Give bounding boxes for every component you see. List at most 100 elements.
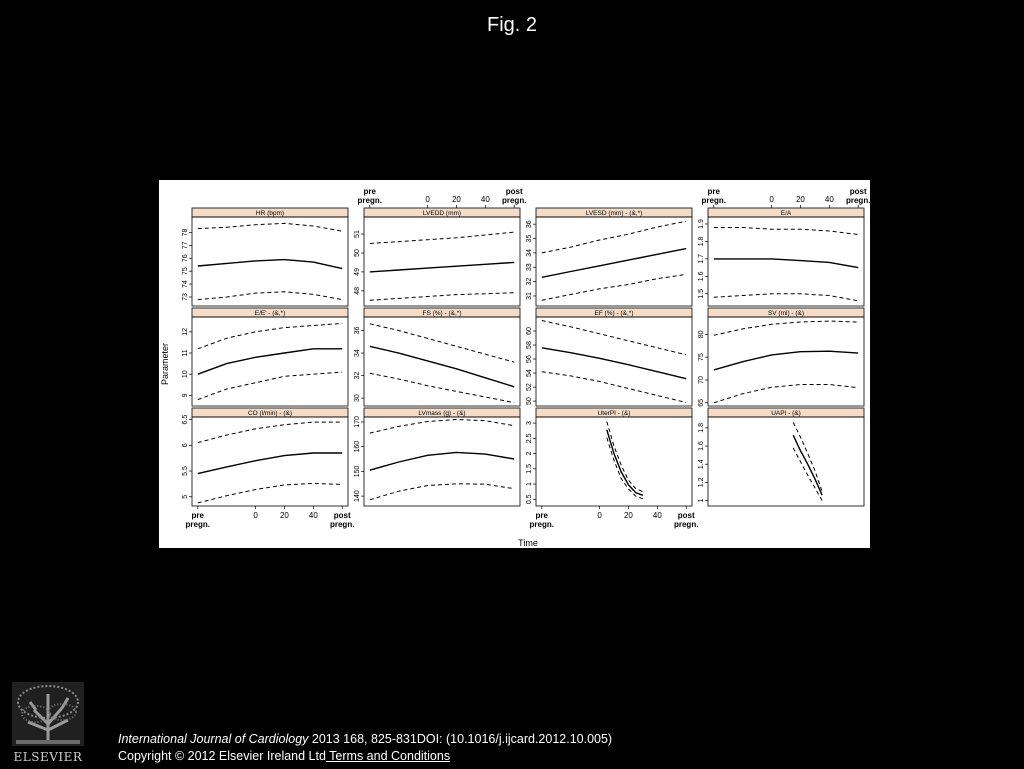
x-tick-label: pre: [364, 187, 377, 196]
x-tick-label: 20: [624, 511, 633, 520]
panel-7-frame: [535, 316, 693, 407]
mean-line: [713, 258, 859, 269]
x-tick-label-line2: pregn.: [530, 520, 554, 529]
terms-link[interactable]: Terms and Conditions: [325, 749, 451, 763]
y-tick-label: 6.5: [182, 415, 189, 425]
panel-4-frame: [707, 216, 865, 307]
panel-3-frame: [535, 216, 693, 307]
x-tick-label: 0: [253, 511, 258, 520]
citation-details: 2013 168, 825-831DOI: (10.1016/j.ijcard.…: [308, 732, 613, 746]
mean-line: [541, 247, 687, 278]
ci-line: [541, 220, 687, 254]
x-tick-label: 20: [452, 195, 461, 204]
y-tick-label: 30: [354, 394, 361, 402]
mean-line: [197, 258, 343, 270]
ci-line: [792, 422, 823, 492]
x-axis-title: Time: [518, 538, 538, 548]
y-tick-label: 60: [526, 327, 533, 335]
panel-title: LVmass (g) - (&): [418, 410, 465, 417]
ci-line: [369, 483, 515, 501]
x-tick-label-line2: pregn.: [186, 520, 210, 529]
y-tick-label: 52: [526, 383, 533, 391]
copyright-line: Copyright © 2012 Elsevier Ireland Ltd Te…: [118, 748, 612, 765]
panel-1-frame: [191, 216, 349, 307]
ci-line: [606, 421, 644, 493]
x-tick-label: 20: [796, 195, 805, 204]
x-tick-label: 40: [309, 511, 318, 520]
panel-6-frame: [363, 316, 521, 407]
y-tick-label: 2: [526, 452, 533, 456]
x-tick-label: 40: [825, 195, 834, 204]
y-tick-label: 12: [182, 328, 189, 336]
x-tick-label-line2: pregn.: [674, 520, 698, 529]
y-tick-label: 54: [526, 369, 533, 377]
panel-2-frame: [363, 216, 521, 307]
mean-line: [369, 261, 515, 273]
ci-line: [541, 273, 687, 301]
y-tick-label: 1: [526, 482, 533, 486]
x-tick-label: pre: [536, 511, 549, 520]
y-tick-label: 1.7: [698, 254, 705, 264]
x-tick-label-line2: pregn.: [358, 196, 382, 205]
y-tick-label: 2.5: [526, 433, 533, 443]
panel-title: CO (l/min) - (&): [248, 410, 292, 417]
x-tick-label: 40: [481, 195, 490, 204]
panel-title: LVEDD (mm): [423, 210, 461, 217]
ci-line: [541, 371, 687, 403]
y-tick-label: 36: [354, 327, 361, 335]
y-tick-label: 58: [526, 341, 533, 349]
y-tick-label: 31: [526, 292, 533, 300]
panel-title: E/E' - (&,*): [255, 310, 286, 317]
logo-wordmark: ELSEVIER: [14, 750, 83, 764]
y-tick-label: 10: [182, 370, 189, 378]
ci-line: [369, 323, 515, 363]
y-tick-label: 140: [354, 490, 361, 502]
panel-9-frame: [191, 416, 349, 507]
panel-5-frame: [191, 316, 349, 407]
ci-line: [197, 421, 343, 444]
ci-line: [369, 231, 515, 244]
panel-title: SV (ml) - (&): [768, 310, 804, 317]
ci-line: [369, 418, 515, 434]
mean-line: [197, 348, 343, 375]
y-tick-label: 11: [182, 349, 189, 356]
ci-line: [713, 293, 859, 302]
x-tick-label: 0: [769, 195, 774, 204]
ci-line: [197, 482, 343, 504]
y-tick-label: 33: [526, 263, 533, 271]
y-tick-label: 75: [182, 267, 189, 275]
x-tick-label: pre: [192, 511, 205, 520]
y-tick-label: 70: [698, 376, 705, 384]
x-tick-label: post: [506, 187, 523, 196]
ci-line: [713, 384, 859, 404]
mean-line: [541, 347, 687, 380]
y-axis-title: Parameter: [160, 343, 170, 385]
x-tick-label: 20: [280, 511, 289, 520]
y-tick-label: 73: [182, 293, 189, 301]
figure-panel: HR (bpm) 73 74 75 76 77 78 LVEDD (mm) 48 49 50 51 LV…: [159, 180, 870, 548]
journal-name: International Journal of Cardiology: [118, 732, 309, 746]
y-tick-label: 1.6: [698, 271, 705, 281]
y-tick-label: 32: [354, 372, 361, 380]
y-tick-label: 1.5: [698, 289, 705, 299]
y-tick-label: 1.5: [526, 464, 533, 474]
x-tick-label-line2: pregn.: [702, 196, 726, 205]
mean-line: [369, 345, 515, 388]
y-tick-label: 0.5: [526, 494, 533, 504]
y-tick-label: 78: [182, 228, 189, 236]
y-tick-label: 48: [354, 287, 361, 295]
ci-line: [369, 292, 515, 301]
citation-line: International Journal of Cardiology 2013…: [118, 731, 612, 748]
mean-line: [713, 350, 859, 371]
ci-line: [792, 447, 823, 501]
panel-8-frame: [707, 316, 865, 407]
y-tick-label: 3: [526, 421, 533, 425]
y-tick-label: 32: [526, 278, 533, 286]
y-tick-label: 5: [182, 495, 189, 499]
y-tick-label: 56: [526, 355, 533, 363]
y-tick-label: 9: [182, 393, 189, 397]
x-tick-label-line2: pregn.: [846, 196, 870, 205]
panel-title: UAPI - (&): [771, 410, 801, 417]
panel-title: LVESD (mm) - (&,*): [586, 210, 643, 217]
